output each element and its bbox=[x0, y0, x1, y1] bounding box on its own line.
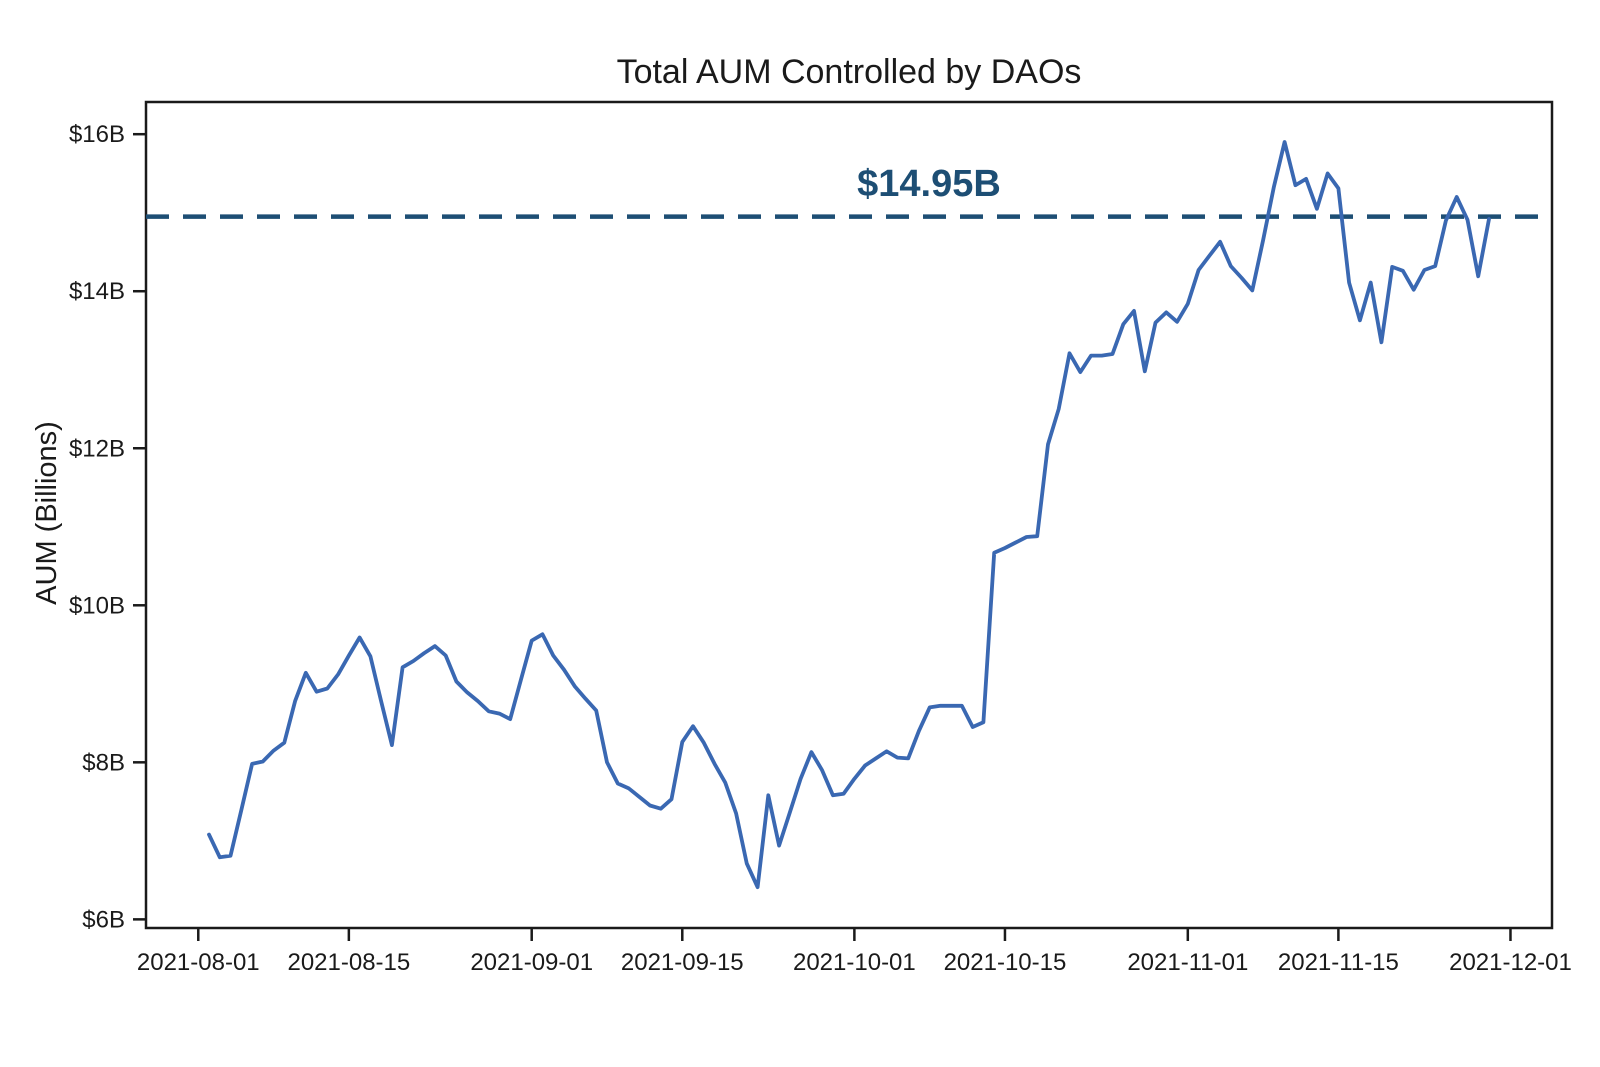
x-tick-label: 2021-12-01 bbox=[1449, 949, 1572, 976]
chart-title: Total AUM Controlled by DAOs bbox=[616, 53, 1082, 91]
x-tick-label: 2021-10-01 bbox=[793, 949, 916, 976]
x-tick-label: 2021-09-15 bbox=[621, 949, 744, 976]
y-tick-label: $14B bbox=[69, 278, 125, 305]
y-tick-label: $8B bbox=[82, 749, 125, 776]
y-tick-label: $16B bbox=[69, 121, 125, 148]
y-axis-label: AUM (Billions) bbox=[31, 421, 63, 605]
reference-value-label: $14.95B bbox=[857, 163, 1001, 205]
x-tick-label: 2021-11-01 bbox=[1127, 949, 1248, 976]
x-tick-label: 2021-10-15 bbox=[944, 949, 1067, 976]
x-tick-label: 2021-08-15 bbox=[287, 949, 410, 976]
plot-border bbox=[144, 100, 1554, 930]
aum-line-series bbox=[207, 140, 1491, 890]
y-tick-label: $10B bbox=[69, 592, 125, 619]
y-tick-label: $12B bbox=[69, 435, 125, 462]
y-tick-label: $6B bbox=[82, 906, 125, 933]
x-tick-label: 2021-09-01 bbox=[470, 949, 593, 976]
x-tick-label: 2021-08-01 bbox=[137, 949, 260, 976]
x-tick-label: 2021-11-15 bbox=[1278, 949, 1399, 976]
